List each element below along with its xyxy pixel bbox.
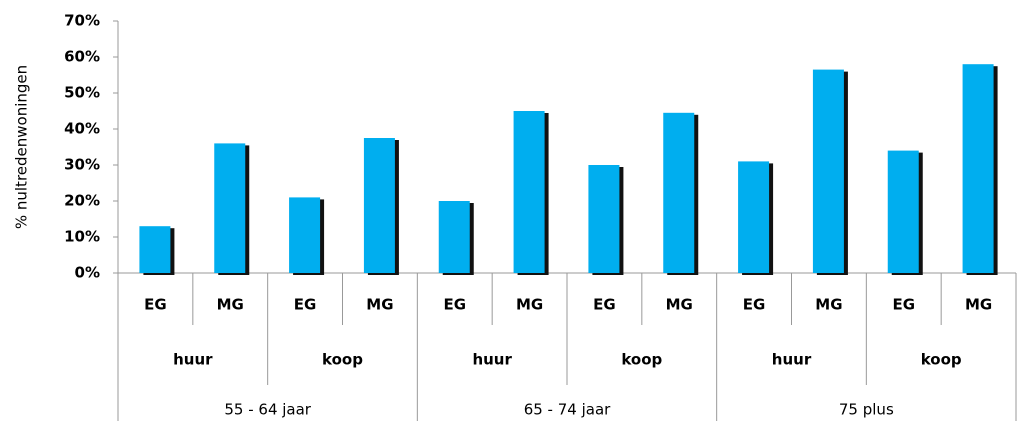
x-tick-label: MG [366,296,393,314]
y-tick-label: 20% [64,192,100,210]
bar [738,161,770,273]
bar [363,138,395,273]
bar [812,69,844,273]
bar [887,150,919,273]
subgroup-label: huur [772,351,812,369]
y-tick-label: 70% [64,12,100,30]
bar [438,201,470,273]
x-tick-label: EG [892,296,915,314]
group-label: 55 - 64 jaar [224,401,311,419]
bar [214,143,246,273]
y-tick-label: 40% [64,120,100,138]
subgroup-label: koop [322,351,363,369]
x-tick-label: MG [516,296,543,314]
x-tick-label: MG [666,296,693,314]
subgroup-label: huur [173,351,213,369]
y-tick-label: 30% [64,156,100,174]
x-tick-label: EG [144,296,167,314]
x-tick-label: MG [815,296,842,314]
x-tick-label: EG [443,296,466,314]
subgroup-label: koop [921,351,962,369]
x-tick-label: EG [593,296,616,314]
x-tick-label: EG [294,296,317,314]
group-label: 75 plus [839,401,894,419]
y-tick-label: 10% [64,228,100,246]
bar [139,226,171,273]
x-tick-label: MG [965,296,992,314]
y-tick-label: 50% [64,84,100,102]
bar [588,165,620,273]
group-label: 65 - 74 jaar [524,401,611,419]
x-tick-label: MG [217,296,244,314]
y-axis-label: % nultredenwoningen [13,65,31,229]
subgroup-label: huur [472,351,512,369]
bar [663,112,695,273]
y-tick-label: 0% [75,264,100,282]
subgroup-label: koop [621,351,662,369]
y-tick-label: 60% [64,48,100,66]
bar [289,197,321,273]
bar [962,64,994,273]
x-tick-label: EG [743,296,766,314]
bar [513,111,545,273]
